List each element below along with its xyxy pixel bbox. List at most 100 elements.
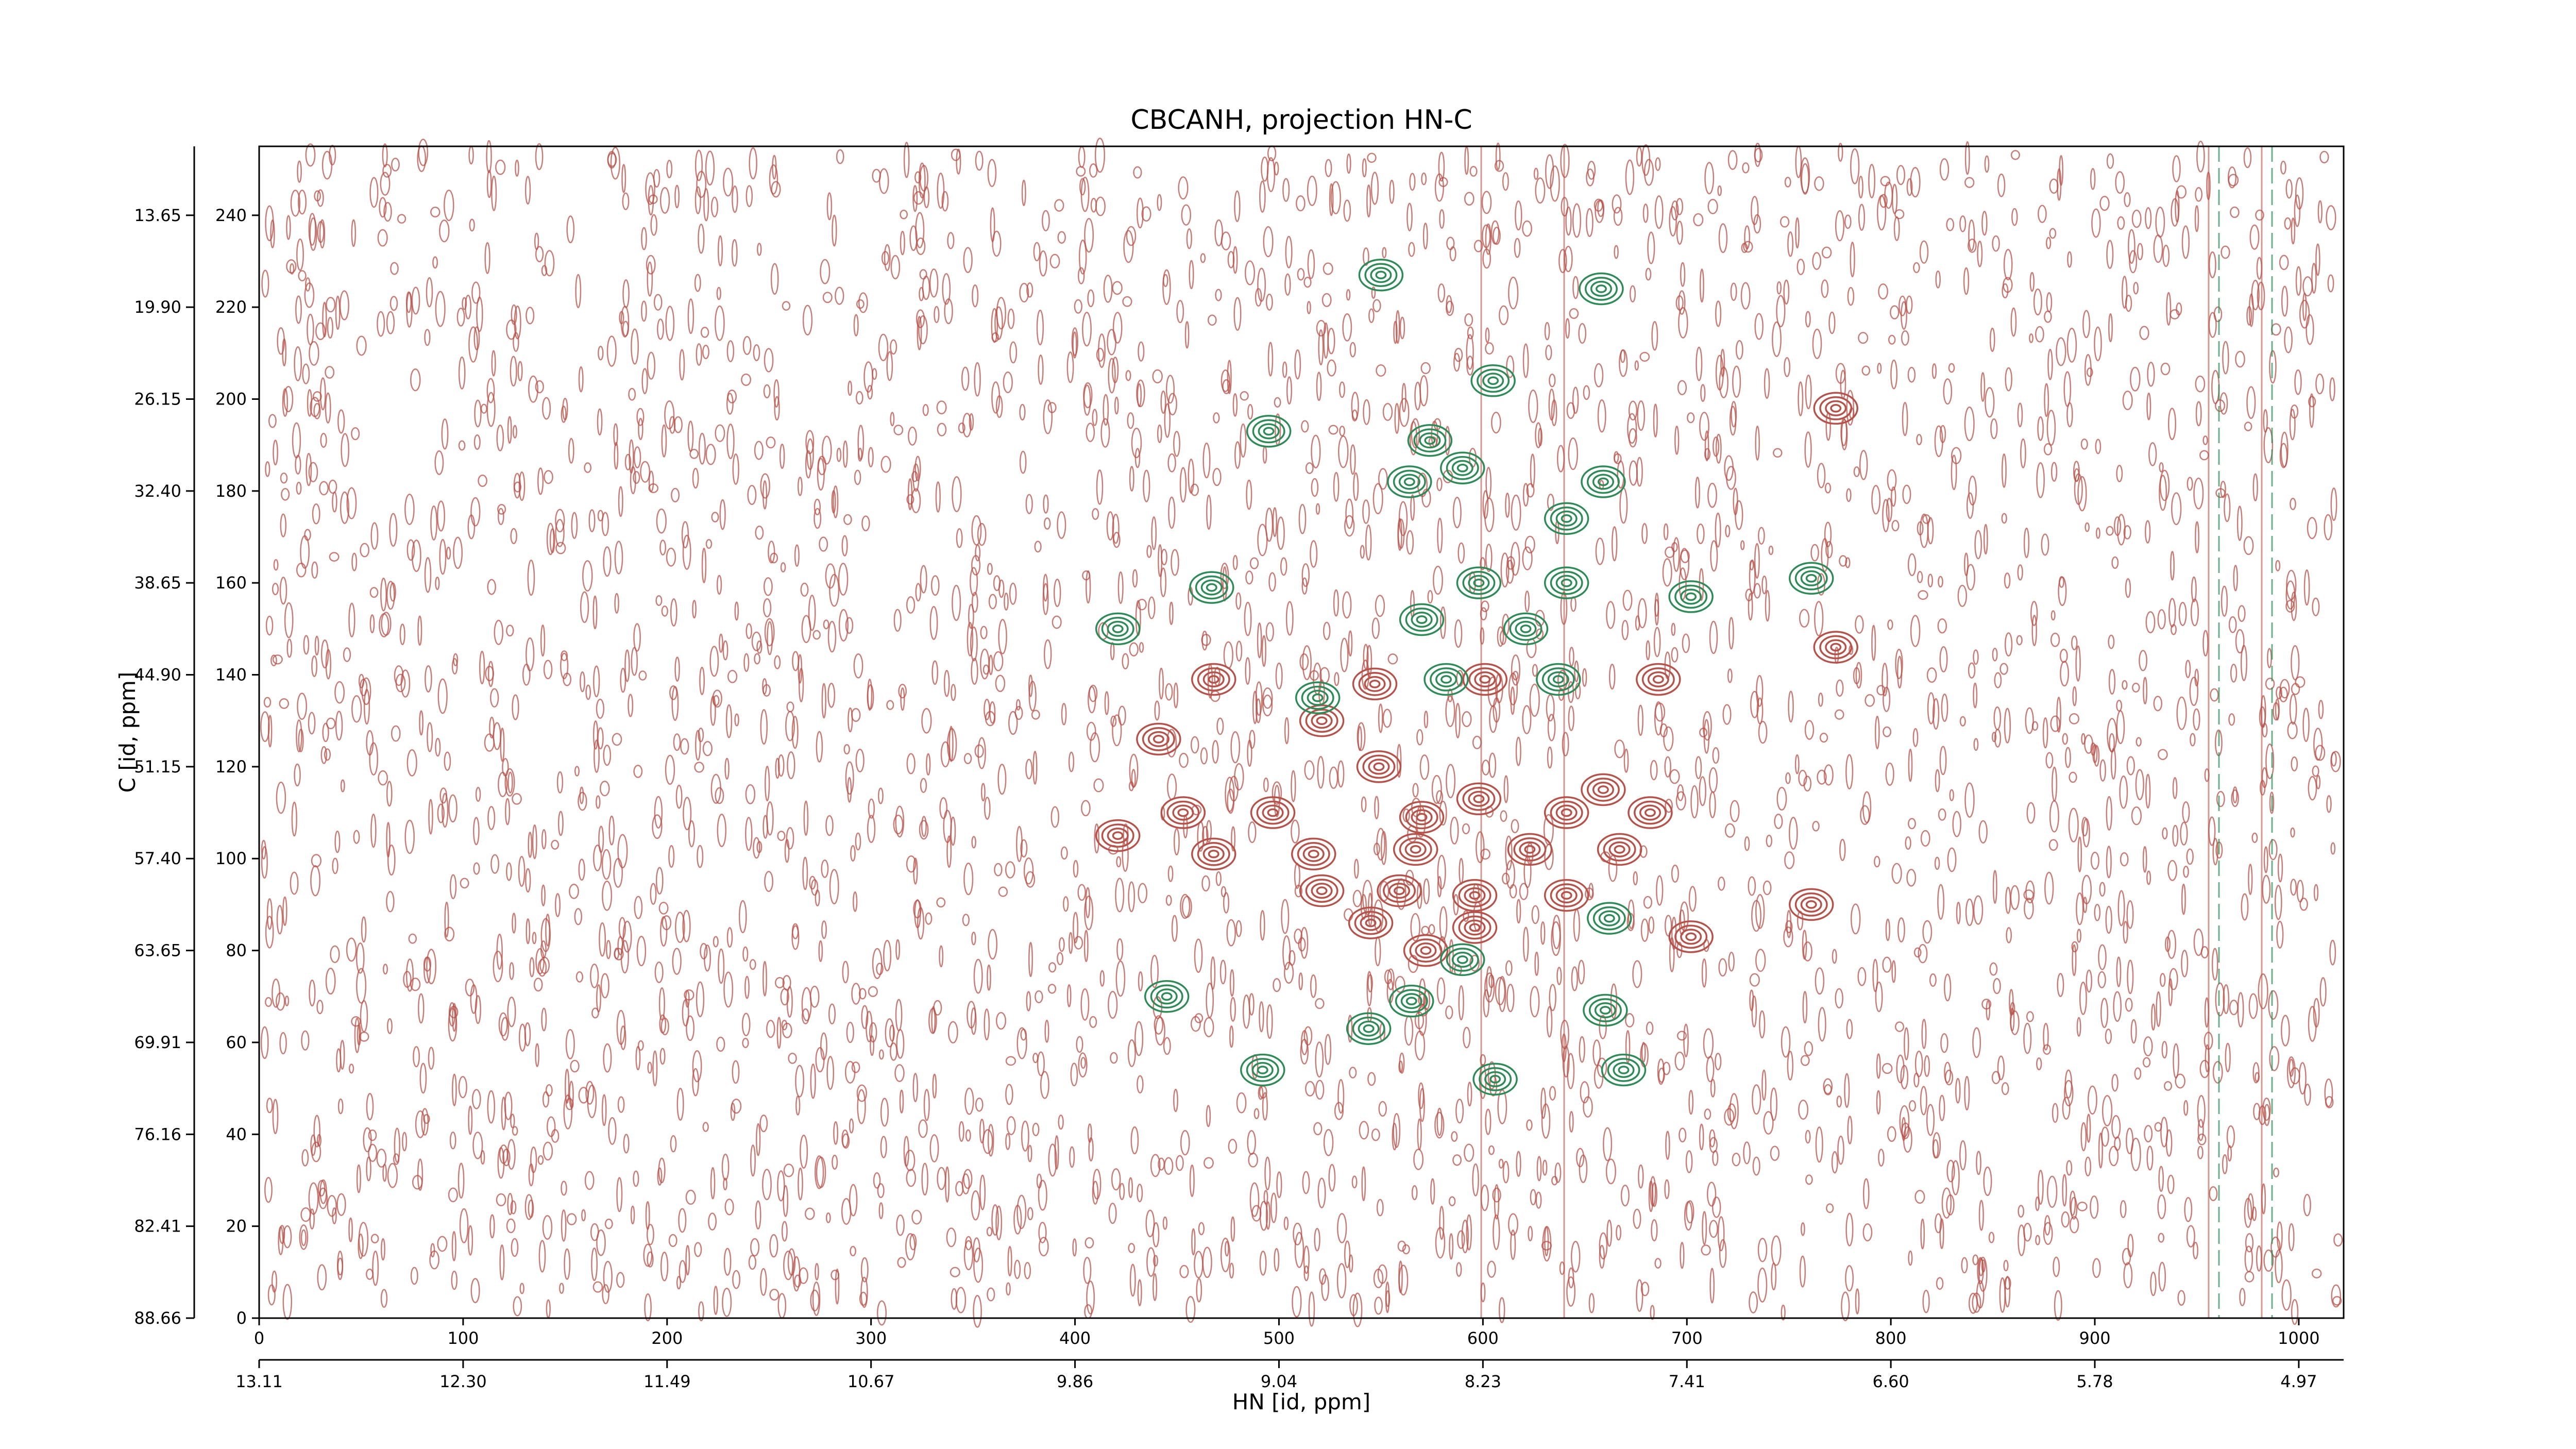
noise-contour (308, 1182, 319, 1215)
noise-contour (1992, 235, 2000, 252)
noise-contour (730, 1102, 736, 1121)
noise-contour (1448, 1196, 1456, 1206)
noise-contour (1036, 309, 1044, 346)
noise-contour (1787, 1051, 1793, 1081)
noise-contour (1686, 1200, 1694, 1224)
noise-contour (410, 368, 421, 392)
noise-contour (1643, 159, 1654, 186)
noise-contour (1005, 1133, 1011, 1150)
noise-contour (1116, 938, 1124, 961)
noise-contour (1454, 348, 1463, 362)
noise-contour (1992, 870, 1997, 904)
noise-contour (2172, 824, 2179, 847)
noise-contour (1722, 704, 1732, 725)
noise-contour (1274, 397, 1281, 408)
noise-contour (2159, 462, 2164, 473)
noise-contour (637, 1040, 644, 1051)
noise-contour (1671, 647, 1679, 663)
noise-contour (2079, 982, 2087, 1015)
noise-contour (1059, 937, 1065, 952)
noise-contour (360, 1000, 368, 1033)
noise-contour (514, 306, 521, 340)
noise-contour (1019, 403, 1026, 421)
noise-contour (279, 1032, 287, 1055)
noise-contour (1908, 818, 1916, 830)
noise-contour (1273, 978, 1281, 992)
noise-contour (1583, 385, 1590, 400)
noise-contour (564, 1248, 571, 1280)
noise-contour (317, 189, 324, 207)
noise-contour (2116, 710, 2125, 744)
noise-contour (1699, 268, 1704, 303)
noise-contour (1240, 423, 1247, 458)
noise-contour (2111, 1073, 2119, 1092)
noise-contour (2180, 821, 2188, 846)
noise-contour (1133, 166, 1142, 179)
noise-contour (2035, 1196, 2040, 1211)
noise-contour (2275, 698, 2280, 721)
noise-contour (1283, 962, 1294, 984)
noise-contour (1090, 732, 1100, 763)
noise-contour (585, 684, 591, 700)
noise-contour (561, 406, 567, 423)
noise-contour (1280, 557, 1287, 576)
noise-contour (1650, 1305, 1655, 1320)
noise-contour (658, 902, 669, 915)
noise-contour (718, 948, 725, 984)
noise-contour (1568, 705, 1574, 731)
noise-contour (601, 849, 612, 880)
noise-contour (787, 751, 795, 780)
noise-contour (496, 933, 503, 970)
noise-contour (914, 171, 922, 184)
noise-contour (2090, 167, 2096, 190)
noise-contour (2262, 1098, 2271, 1121)
noise-contour (962, 413, 972, 437)
noise-contour (1672, 537, 1680, 572)
peak-ring (1639, 804, 1662, 821)
noise-contour (883, 939, 892, 972)
noise-contour (1651, 1219, 1658, 1242)
noise-contour (636, 408, 645, 426)
noise-contour (2186, 848, 2194, 865)
noise-contour (2126, 756, 2135, 776)
peak-ring (1805, 574, 1817, 583)
peak-ring (1550, 506, 1583, 531)
peak-ring (1825, 400, 1847, 416)
noise-contour (2246, 306, 2252, 326)
noise-contour (458, 1076, 467, 1099)
noise-contour (2181, 950, 2189, 978)
noise-contour (1131, 428, 1142, 459)
noise-contour (369, 742, 379, 776)
noise-contour (998, 619, 1007, 654)
noise-contour (2071, 635, 2078, 651)
noise-contour (1654, 1258, 1662, 1269)
noise-contour (1406, 530, 1414, 555)
noise-contour (1436, 790, 1444, 804)
noise-contour (1333, 589, 1339, 617)
peak-ring (1561, 514, 1572, 523)
noise-contour (2131, 209, 2142, 228)
noise-contour (419, 710, 423, 736)
noise-contour (2194, 205, 2199, 232)
noise-contour (1086, 1280, 1095, 1315)
noise-contour (1569, 308, 1579, 319)
noise-contour (1858, 175, 1863, 198)
noise-contour (1677, 380, 1687, 395)
noise-contour (1307, 249, 1315, 279)
noise-contour (1103, 275, 1113, 303)
noise-contour (1762, 880, 1772, 896)
noise-contour (1339, 425, 1345, 437)
noise-contour (1845, 557, 1851, 568)
peak-ring (1267, 808, 1279, 817)
noise-contour (1704, 1108, 1711, 1120)
noise-contour (578, 791, 587, 811)
noise-contour (1505, 835, 1513, 871)
noise-contour (828, 1003, 836, 1025)
noise-contour (263, 697, 272, 708)
noise-contour (2183, 1100, 2189, 1116)
noise-contour (322, 722, 329, 743)
noise-contour (694, 274, 701, 292)
noise-contour (1063, 896, 1069, 912)
noise-contour (2142, 846, 2147, 873)
noise-contour (1819, 732, 1828, 743)
